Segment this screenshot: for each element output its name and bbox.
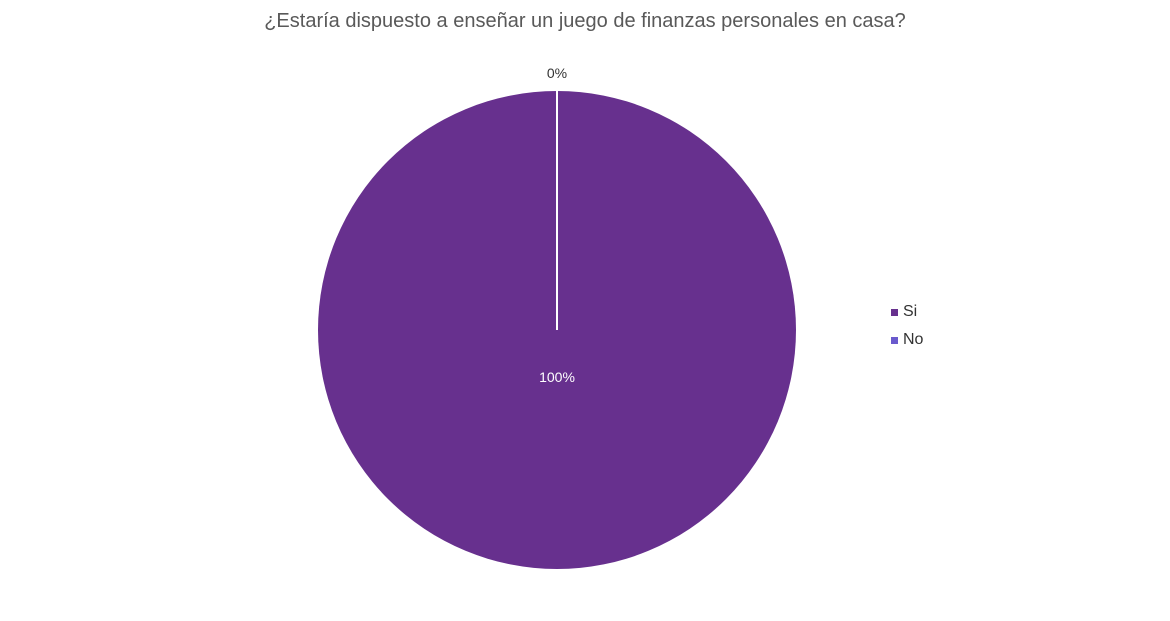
data-label-no: 0% xyxy=(547,65,567,81)
legend-item-no[interactable]: No xyxy=(891,326,923,354)
data-label-si: 100% xyxy=(539,369,575,385)
legend-item-si[interactable]: Si xyxy=(891,298,923,326)
pie-data-labels: 100% 0% xyxy=(539,65,575,385)
legend-swatch-si xyxy=(891,308,898,316)
pie-slices xyxy=(318,90,796,569)
chart-legend: Si No xyxy=(891,298,923,354)
legend-swatch-no xyxy=(891,336,898,344)
legend-label-no: No xyxy=(903,331,924,348)
legend-label-si: Si xyxy=(903,303,918,320)
chart-title: ¿Estaría dispuesto a enseñar un juego de… xyxy=(264,10,906,32)
